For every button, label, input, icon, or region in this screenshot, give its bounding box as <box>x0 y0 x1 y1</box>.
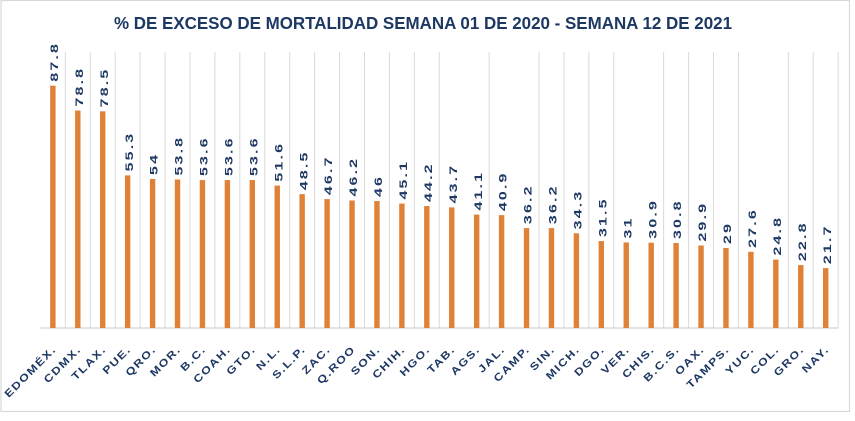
svg-text:27.6: 27.6 <box>746 208 758 248</box>
svg-text:48.5: 48.5 <box>298 150 310 190</box>
svg-text:46.2: 46.2 <box>347 157 359 197</box>
svg-text:53.8: 53.8 <box>173 136 185 176</box>
svg-text:46: 46 <box>372 175 384 197</box>
svg-text:87.8: 87.8 <box>48 42 60 82</box>
svg-text:30.9: 30.9 <box>647 199 659 239</box>
svg-text:31.5: 31.5 <box>597 197 609 237</box>
svg-text:53.6: 53.6 <box>198 136 210 176</box>
svg-text:43.7: 43.7 <box>447 164 459 204</box>
svg-text:29: 29 <box>721 222 733 244</box>
svg-text:45.1: 45.1 <box>397 160 409 200</box>
svg-text:22.8: 22.8 <box>796 221 808 261</box>
svg-text:78.5: 78.5 <box>98 68 110 108</box>
svg-text:53.6: 53.6 <box>248 136 260 176</box>
svg-text:36.2: 36.2 <box>547 184 559 224</box>
svg-text:34.3: 34.3 <box>572 190 584 230</box>
svg-text:29.9: 29.9 <box>697 202 709 242</box>
svg-text:24.8: 24.8 <box>771 216 783 256</box>
svg-text:% DE EXCESO DE MORTALIDAD SEMA: % DE EXCESO DE MORTALIDAD SEMANA 01 DE 2… <box>114 13 732 33</box>
svg-text:54: 54 <box>148 153 160 175</box>
svg-text:40.9: 40.9 <box>497 171 509 211</box>
svg-text:41.1: 41.1 <box>472 171 484 211</box>
svg-text:46.7: 46.7 <box>323 155 335 195</box>
svg-text:36.2: 36.2 <box>522 184 534 224</box>
svg-text:51.6: 51.6 <box>273 142 285 182</box>
svg-text:53.6: 53.6 <box>223 136 235 176</box>
svg-text:44.2: 44.2 <box>422 162 434 202</box>
svg-text:30.8: 30.8 <box>672 199 684 239</box>
svg-text:78.8: 78.8 <box>73 67 85 107</box>
svg-text:31: 31 <box>622 216 634 238</box>
svg-text:21.7: 21.7 <box>821 224 833 264</box>
svg-text:55.3: 55.3 <box>123 132 135 172</box>
